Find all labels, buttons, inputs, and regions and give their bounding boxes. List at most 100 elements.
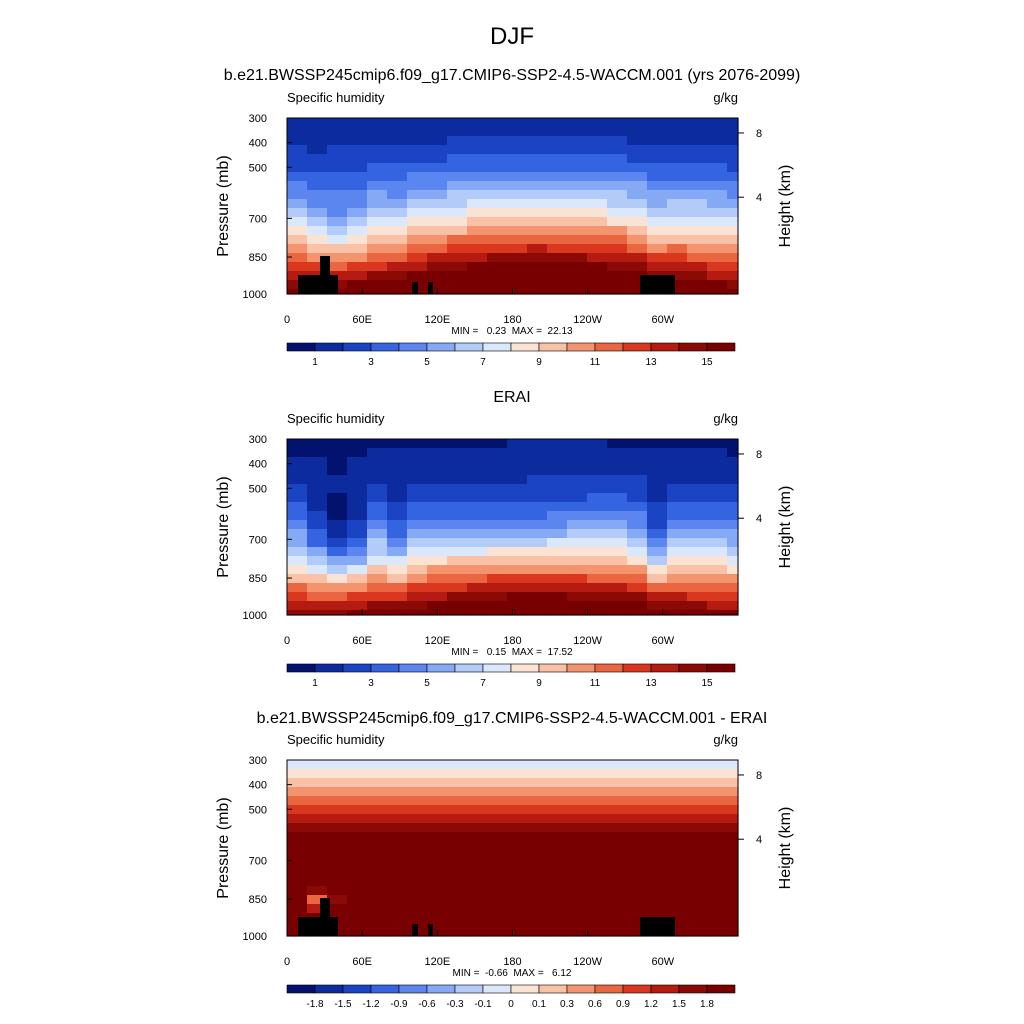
- colorbar-label: 0.3: [560, 999, 574, 1010]
- y2-tick-label: 4: [756, 192, 762, 204]
- y-tick-label: 300: [249, 113, 267, 125]
- colorbar-swatch: [426, 663, 456, 673]
- y2-tick-label: 8: [756, 770, 762, 782]
- colorbar-swatch: [538, 342, 568, 352]
- y-tick-label: 700: [249, 213, 267, 225]
- colorbar-swatch: [594, 984, 624, 994]
- x-tick-label: 60W: [652, 956, 675, 968]
- panel-left-label: Specific humidity: [287, 411, 385, 426]
- y2-axis-label: Height (km): [777, 807, 794, 890]
- y2-tick-label: 8: [756, 449, 762, 461]
- x-tick-label: 120E: [424, 956, 450, 968]
- panel-left-label: Specific humidity: [287, 90, 385, 105]
- y-tick-label: 850: [249, 573, 267, 585]
- x-tick-label: 180: [503, 635, 521, 647]
- contour-field: [287, 439, 739, 616]
- colorbar-label: 7: [480, 357, 486, 368]
- colorbar-swatch: [510, 984, 540, 994]
- colorbar-swatch: [482, 984, 512, 994]
- colorbar-label: 0: [508, 999, 514, 1010]
- colorbar-swatch: [286, 984, 316, 994]
- colorbar-swatch: [342, 342, 372, 352]
- colorbar-swatch: [286, 663, 316, 673]
- panel-title: ERAI: [493, 389, 530, 406]
- colorbar-label: 0.1: [532, 999, 546, 1010]
- x-tick-label: 0: [284, 635, 290, 647]
- colorbar-swatch: [398, 342, 428, 352]
- colorbar-swatch: [706, 663, 736, 673]
- y-tick-label: 500: [249, 804, 267, 816]
- colorbar-swatch: [370, 663, 400, 673]
- panel-right-label: g/kg: [713, 411, 738, 426]
- colorbar-swatch: [510, 342, 540, 352]
- y2-tick-label: 4: [756, 513, 762, 525]
- y-tick-label: 850: [249, 894, 267, 906]
- y-tick-label: 300: [249, 755, 267, 767]
- panel-left-label: Specific humidity: [287, 732, 385, 747]
- contour-field: [287, 760, 739, 937]
- panel-right-label: g/kg: [713, 90, 738, 105]
- colorbar-label: 13: [645, 357, 657, 368]
- colorbar-label: -0.9: [390, 999, 408, 1010]
- x-tick-label: 0: [284, 314, 290, 326]
- colorbar-label: 11: [590, 357, 601, 368]
- colorbar-swatch: [286, 342, 316, 352]
- colorbar-swatch: [538, 663, 568, 673]
- colorbar-swatch: [482, 342, 512, 352]
- colorbar-label: 7: [480, 678, 486, 689]
- y-tick-label: 400: [249, 780, 267, 792]
- panel-title: b.e21.BWSSP245cmip6.f09_g17.CMIP6-SSP2-4…: [224, 67, 801, 84]
- x-tick-label: 120E: [424, 635, 450, 647]
- colorbar-label: 5: [424, 357, 430, 368]
- colorbar-label: -0.6: [418, 999, 436, 1010]
- y-axis-label: Pressure (mb): [215, 476, 232, 577]
- colorbar-swatch: [650, 342, 680, 352]
- y2-tick-label: 4: [756, 834, 762, 846]
- colorbar-label: 15: [701, 357, 713, 368]
- colorbar-label: -1.8: [306, 999, 324, 1010]
- y-tick-label: 500: [249, 483, 267, 495]
- colorbar-swatch: [314, 663, 344, 673]
- y-tick-label: 1000: [243, 610, 267, 622]
- colorbar-label: -0.3: [446, 999, 464, 1010]
- y-tick-label: 850: [249, 252, 267, 264]
- y2-tick-label: 8: [756, 128, 762, 140]
- colorbar-label: 11: [590, 678, 601, 689]
- colorbar-label: 5: [424, 678, 430, 689]
- figure-title: DJF: [490, 23, 534, 50]
- min-max-stats: MIN = 0.23 MAX = 22.13: [451, 326, 573, 337]
- colorbar-label: 3: [368, 357, 374, 368]
- colorbar-swatch: [426, 984, 456, 994]
- colorbar-swatch: [454, 984, 484, 994]
- colorbar-swatch: [454, 663, 484, 673]
- colorbar: 1 3 5 7 9 11 13 15: [286, 663, 736, 689]
- colorbar-swatch: [538, 984, 568, 994]
- terrain-mask: [298, 256, 675, 294]
- colorbar-label: 1: [312, 678, 318, 689]
- x-tick-label: 120W: [573, 956, 602, 968]
- colorbar-swatch: [454, 342, 484, 352]
- y-tick-label: 300: [249, 434, 267, 446]
- colorbar-swatch: [370, 984, 400, 994]
- colorbar-swatch: [566, 984, 596, 994]
- panel-right-label: g/kg: [713, 732, 738, 747]
- colorbar-swatch: [370, 342, 400, 352]
- colorbar-swatch: [398, 663, 428, 673]
- x-tick-label: 180: [503, 956, 521, 968]
- y-axis-label: Pressure (mb): [215, 155, 232, 256]
- colorbar-label: 0.6: [588, 999, 602, 1010]
- colorbar-label: 0.9: [616, 999, 630, 1010]
- colorbar-label: 1: [312, 357, 318, 368]
- colorbar-label: 3: [368, 678, 374, 689]
- colorbar-swatch: [510, 663, 540, 673]
- colorbar-label: -1.5: [334, 999, 352, 1010]
- y-tick-label: 400: [249, 459, 267, 471]
- colorbar-swatch: [650, 984, 680, 994]
- x-tick-label: 120E: [424, 314, 450, 326]
- min-max-stats: MIN = 0.15 MAX = 17.52: [451, 647, 573, 658]
- x-tick-label: 60W: [652, 314, 675, 326]
- colorbar-swatch: [566, 663, 596, 673]
- colorbar-swatch: [594, 663, 624, 673]
- colorbar-swatch: [622, 984, 652, 994]
